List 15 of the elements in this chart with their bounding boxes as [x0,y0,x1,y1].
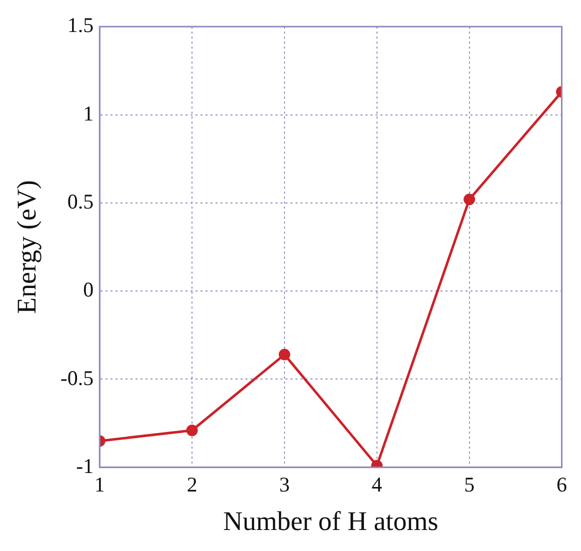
x-axis-title: Number of H atoms [223,506,438,536]
y-tick-label: 0.5 [67,189,94,214]
point [186,424,198,436]
x-tick-label: 5 [464,472,475,497]
y-tick-label: 1.5 [67,13,94,38]
y-tick-label: -1 [76,454,94,478]
y-tick-label: 0 [83,278,94,302]
x-tick-label: 6 [556,472,567,497]
y-tick-label: 1 [83,101,94,126]
x-tick-label: 4 [372,472,383,497]
x-tick-label: 2 [186,472,198,497]
y-axis-title: Energy (eV) [11,180,42,314]
y-tick-label: -0.5 [60,366,94,390]
x-tick-label: 3 [279,472,290,497]
point [278,348,290,360]
